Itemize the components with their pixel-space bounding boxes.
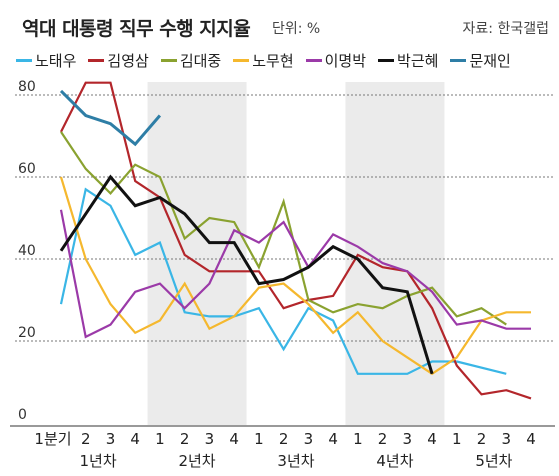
x-tick-label: 4 [328,430,338,448]
x-tick-label: 2 [378,430,388,448]
series-line-박근혜 [59,174,434,375]
y-tick-label: 20 [18,325,36,341]
series-line-tail [456,360,507,375]
legend-label: 노무현 [252,52,294,70]
series-line-노태우 [59,187,457,375]
x-tick-label: 1 [452,430,462,448]
year-band [147,82,247,425]
legend-swatch [450,59,467,62]
x-tick-label: 4 [526,430,536,448]
legend-label: 이명박 [324,52,367,70]
legend-item: 이명박 [305,50,367,71]
legend-item: 노무현 [233,50,294,71]
legend-swatch [378,59,395,62]
year-label: 2년차 [178,452,215,470]
x-tick-label: 2 [279,430,289,448]
x-tick-label: 3 [304,430,314,448]
legend-label: 김영삼 [107,52,149,70]
year-band [345,82,445,425]
series-line-김영삼 [60,81,532,400]
year-label: 5년차 [475,452,512,470]
legend-label: 박근혜 [397,52,439,70]
series-line-문재인 [59,89,162,147]
series-line-김대중 [60,131,507,326]
x-tick-label: 4 [427,430,437,448]
legend-swatch [88,59,105,62]
legend-item: 김영삼 [88,50,149,71]
legend-swatch [160,59,177,62]
x-tick-label: 1분기 [34,430,71,448]
legend-item: 박근혜 [378,50,438,71]
x-tick-label: 1 [155,430,165,448]
chart-legend: 노태우 김영삼 김대중 노무현 이명박 박근혜 문재인 [16,50,556,71]
x-tick-label: 3 [106,430,116,448]
legend-swatch [16,59,32,62]
legend-label: 김대중 [179,52,222,70]
unit-label: 단위: % [272,21,321,37]
legend-item: 노태우 [16,50,76,71]
x-tick-label: 3 [205,430,215,448]
x-tick-label: 4 [130,430,140,448]
y-tick-label: 0 [18,407,27,423]
series-line-노무현 [59,176,531,376]
legend-item: 문재인 [450,50,511,71]
x-tick-label: 2 [180,430,190,448]
x-tick-label: 2 [477,430,487,448]
year-label: 1년차 [80,452,117,470]
y-tick-label: 40 [18,243,36,259]
legend-item: 김대중 [160,50,222,71]
x-tick-label: 1 [353,430,363,448]
x-tick-label: 4 [229,430,239,448]
year-label: 4년차 [376,452,413,470]
legend-swatch [305,59,322,62]
source-label: 자료: 한국갤럽 [462,21,549,37]
x-tick-label: 3 [403,430,413,448]
y-tick-label: 60 [18,161,36,177]
legend-swatch [233,59,250,62]
legend-label: 노태우 [35,52,77,70]
y-tick-label: 80 [18,79,36,95]
legend-label: 문재인 [469,52,511,70]
x-tick-label: 3 [501,430,511,448]
chart-title: 역대 대통령 직무 수행 지지율 [22,18,251,40]
series-line-이명박 [59,209,531,339]
x-tick-label: 1 [254,430,264,448]
x-tick-label: 2 [81,430,91,448]
year-label: 3년차 [277,452,314,470]
